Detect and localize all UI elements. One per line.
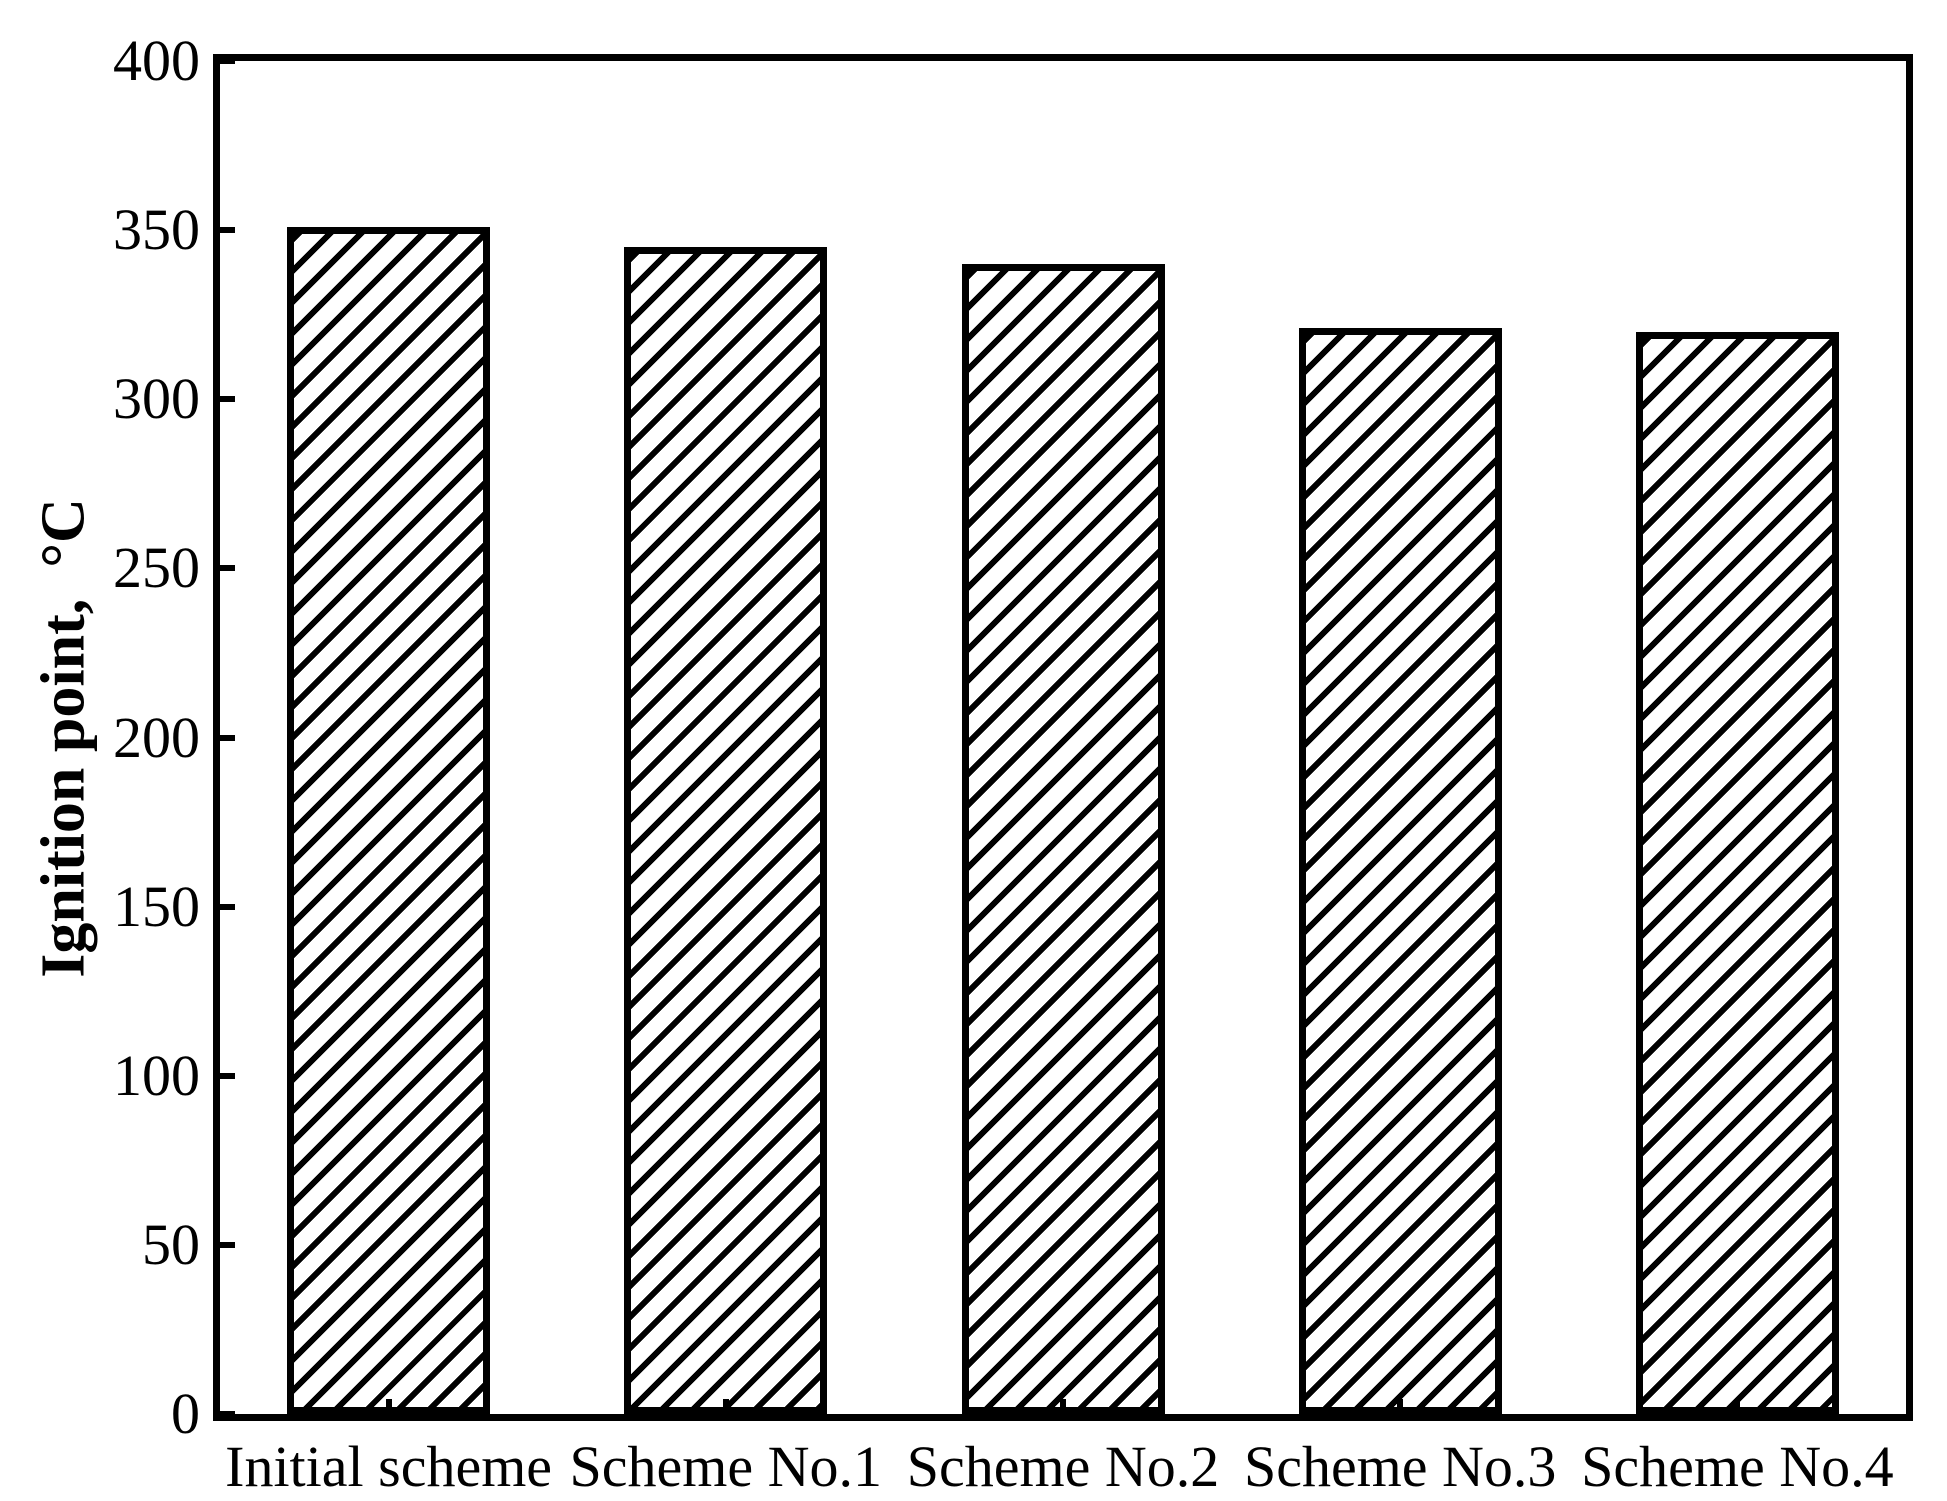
y-tick-label: 400 (113, 28, 200, 93)
x-axis-tick (385, 1399, 392, 1414)
y-axis-tick (220, 1241, 235, 1248)
x-tick-label: Scheme No.4 (1581, 1434, 1894, 1499)
x-axis-tick (1397, 1399, 1404, 1414)
x-tick-label: Initial scheme (225, 1434, 553, 1499)
bar-scheme-no-2 (961, 264, 1165, 1414)
bar-initial-scheme (287, 227, 491, 1414)
bar-scheme-no-3 (1298, 328, 1502, 1414)
y-tick-label: 150 (113, 873, 200, 939)
y-axis-tick (220, 1411, 235, 1417)
bar-scheme-no-1 (624, 247, 828, 1414)
y-axis-tick (220, 396, 235, 403)
y-tick-label: 50 (142, 1211, 200, 1277)
y-tick-label: 200 (113, 704, 200, 770)
bar-scheme-no-4 (1635, 332, 1839, 1414)
y-tick-label: 0 (171, 1381, 200, 1446)
plot-area (213, 54, 1913, 1421)
y-axis-tick (220, 734, 235, 741)
y-axis-tick (220, 227, 235, 234)
y-tick-label: 100 (113, 1042, 200, 1108)
y-tick-label: 350 (113, 197, 200, 263)
x-axis-tick (1060, 1399, 1066, 1414)
y-tick-label: 250 (113, 535, 200, 601)
y-axis-tick (220, 903, 235, 910)
y-axis-tick (220, 565, 235, 572)
x-tick-label: Scheme No.3 (1243, 1434, 1557, 1499)
x-tick-label: Scheme No.2 (906, 1434, 1220, 1499)
y-axis-tick (220, 1072, 235, 1079)
y-tick-label: 300 (113, 366, 200, 432)
x-axis-tick (722, 1399, 729, 1414)
y-axis-tick (220, 58, 235, 64)
x-tick-label: Scheme No.1 (569, 1434, 883, 1499)
x-axis-tick (1734, 1399, 1741, 1414)
